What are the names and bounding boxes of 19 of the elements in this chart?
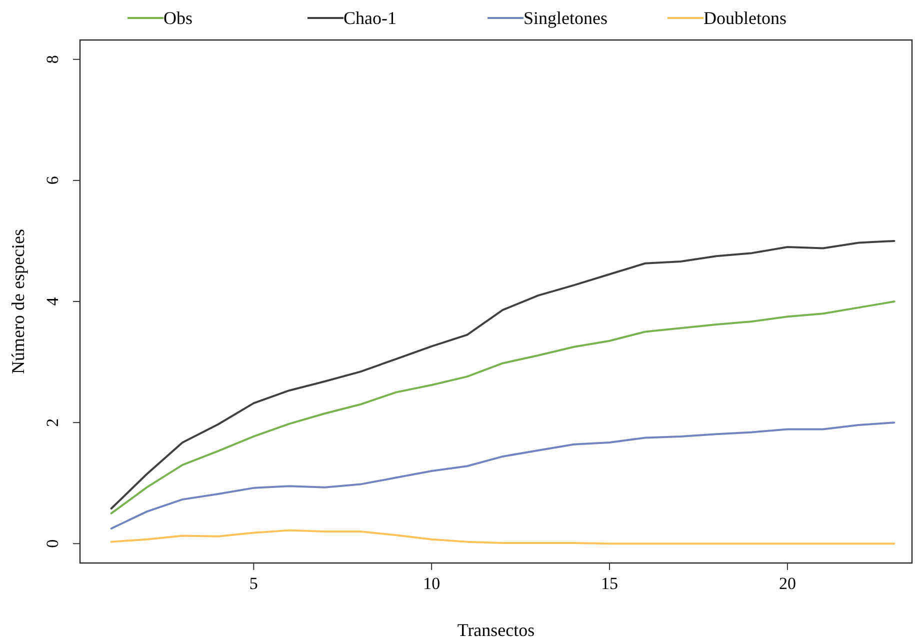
x-tick-label: 15	[601, 574, 618, 593]
line-series	[110, 422, 896, 530]
legend-label: Obs	[164, 8, 193, 28]
x-tick-label: 10	[423, 574, 440, 593]
legend-label: Chao-1	[344, 8, 396, 28]
y-tick-label: 8	[43, 55, 62, 64]
y-tick-label: 2	[43, 418, 62, 427]
y-tick-label: 6	[43, 176, 62, 185]
line-series	[110, 300, 896, 514]
y-tick-label: 0	[43, 539, 62, 548]
line-series	[110, 240, 896, 510]
legend-label: Singletones	[524, 8, 608, 28]
x-tick-label: 5	[249, 574, 258, 593]
legend-label: Doubletons	[704, 8, 786, 28]
y-axis-title: Número de especies	[8, 229, 28, 374]
line-series	[110, 529, 896, 545]
x-tick-label: 20	[778, 574, 796, 593]
x-axis-title: Transectos	[457, 620, 535, 638]
y-tick-label: 4	[43, 296, 62, 306]
